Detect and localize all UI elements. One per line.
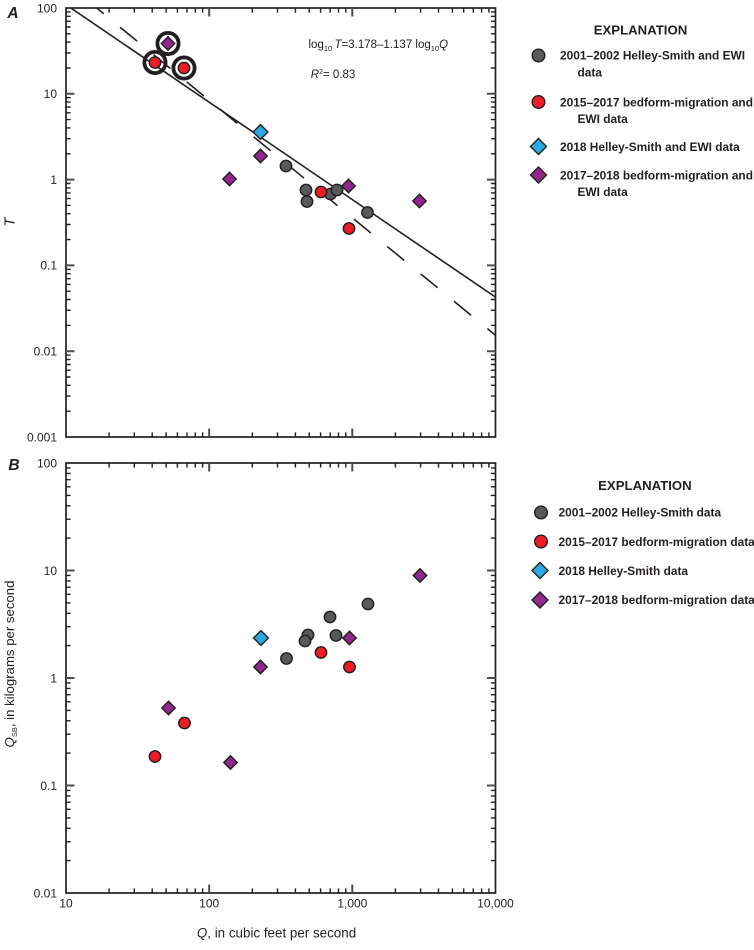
svg-text:0.001: 0.001 <box>27 430 57 444</box>
svg-text:100: 100 <box>199 897 219 911</box>
svg-text:2017–2018 bedform-migration an: 2017–2018 bedform-migration and <box>560 168 753 182</box>
svg-text:2001–2002 Helley-Smith and EWI: 2001–2002 Helley-Smith and EWI <box>560 49 745 63</box>
svg-text:0.1: 0.1 <box>40 259 57 273</box>
svg-text:2017–2018 bedform-migration da: 2017–2018 bedform-migration data <box>559 593 754 607</box>
svg-text:10,000: 10,000 <box>477 897 514 911</box>
svg-text:2015–2017 bedform-migration an: 2015–2017 bedform-migration and <box>560 95 753 109</box>
svg-text:2015–2017 bedform-migration da: 2015–2017 bedform-migration data <box>559 535 754 549</box>
svg-text:2001–2002 Helley-Smith data: 2001–2002 Helley-Smith data <box>559 506 722 520</box>
svg-text:EWI data: EWI data <box>578 112 629 126</box>
svg-text:0.1: 0.1 <box>40 779 57 793</box>
svg-text:EXPLANATION: EXPLANATION <box>598 478 692 493</box>
svg-text:data: data <box>578 66 603 80</box>
svg-text:10: 10 <box>59 897 73 911</box>
svg-text:1: 1 <box>50 173 57 187</box>
svg-text:0.01: 0.01 <box>34 345 58 359</box>
svg-text:R2= 0.83: R2= 0.83 <box>311 69 356 81</box>
svg-text:100: 100 <box>37 1 57 15</box>
svg-text:B: B <box>8 457 19 474</box>
svg-text:T: T <box>2 216 18 226</box>
svg-text:EWI data: EWI data <box>578 185 629 199</box>
svg-text:Q, in cubic feet per second: Q, in cubic feet per second <box>197 926 356 941</box>
svg-text:2018 Helley-Smith data: 2018 Helley-Smith data <box>559 564 689 578</box>
svg-text:100: 100 <box>37 456 57 470</box>
svg-text:1: 1 <box>50 671 57 685</box>
svg-text:10: 10 <box>44 87 58 101</box>
svg-text:1,000: 1,000 <box>337 897 367 911</box>
svg-text:QSB, in kilograms per second: QSB, in kilograms per second <box>2 581 19 748</box>
svg-text:EXPLANATION: EXPLANATION <box>594 23 688 38</box>
svg-text:A: A <box>6 5 18 22</box>
svg-text:2018 Helley-Smith and EWI data: 2018 Helley-Smith and EWI data <box>560 140 740 154</box>
svg-text:0.01: 0.01 <box>34 886 58 900</box>
svg-text:10: 10 <box>44 564 58 578</box>
